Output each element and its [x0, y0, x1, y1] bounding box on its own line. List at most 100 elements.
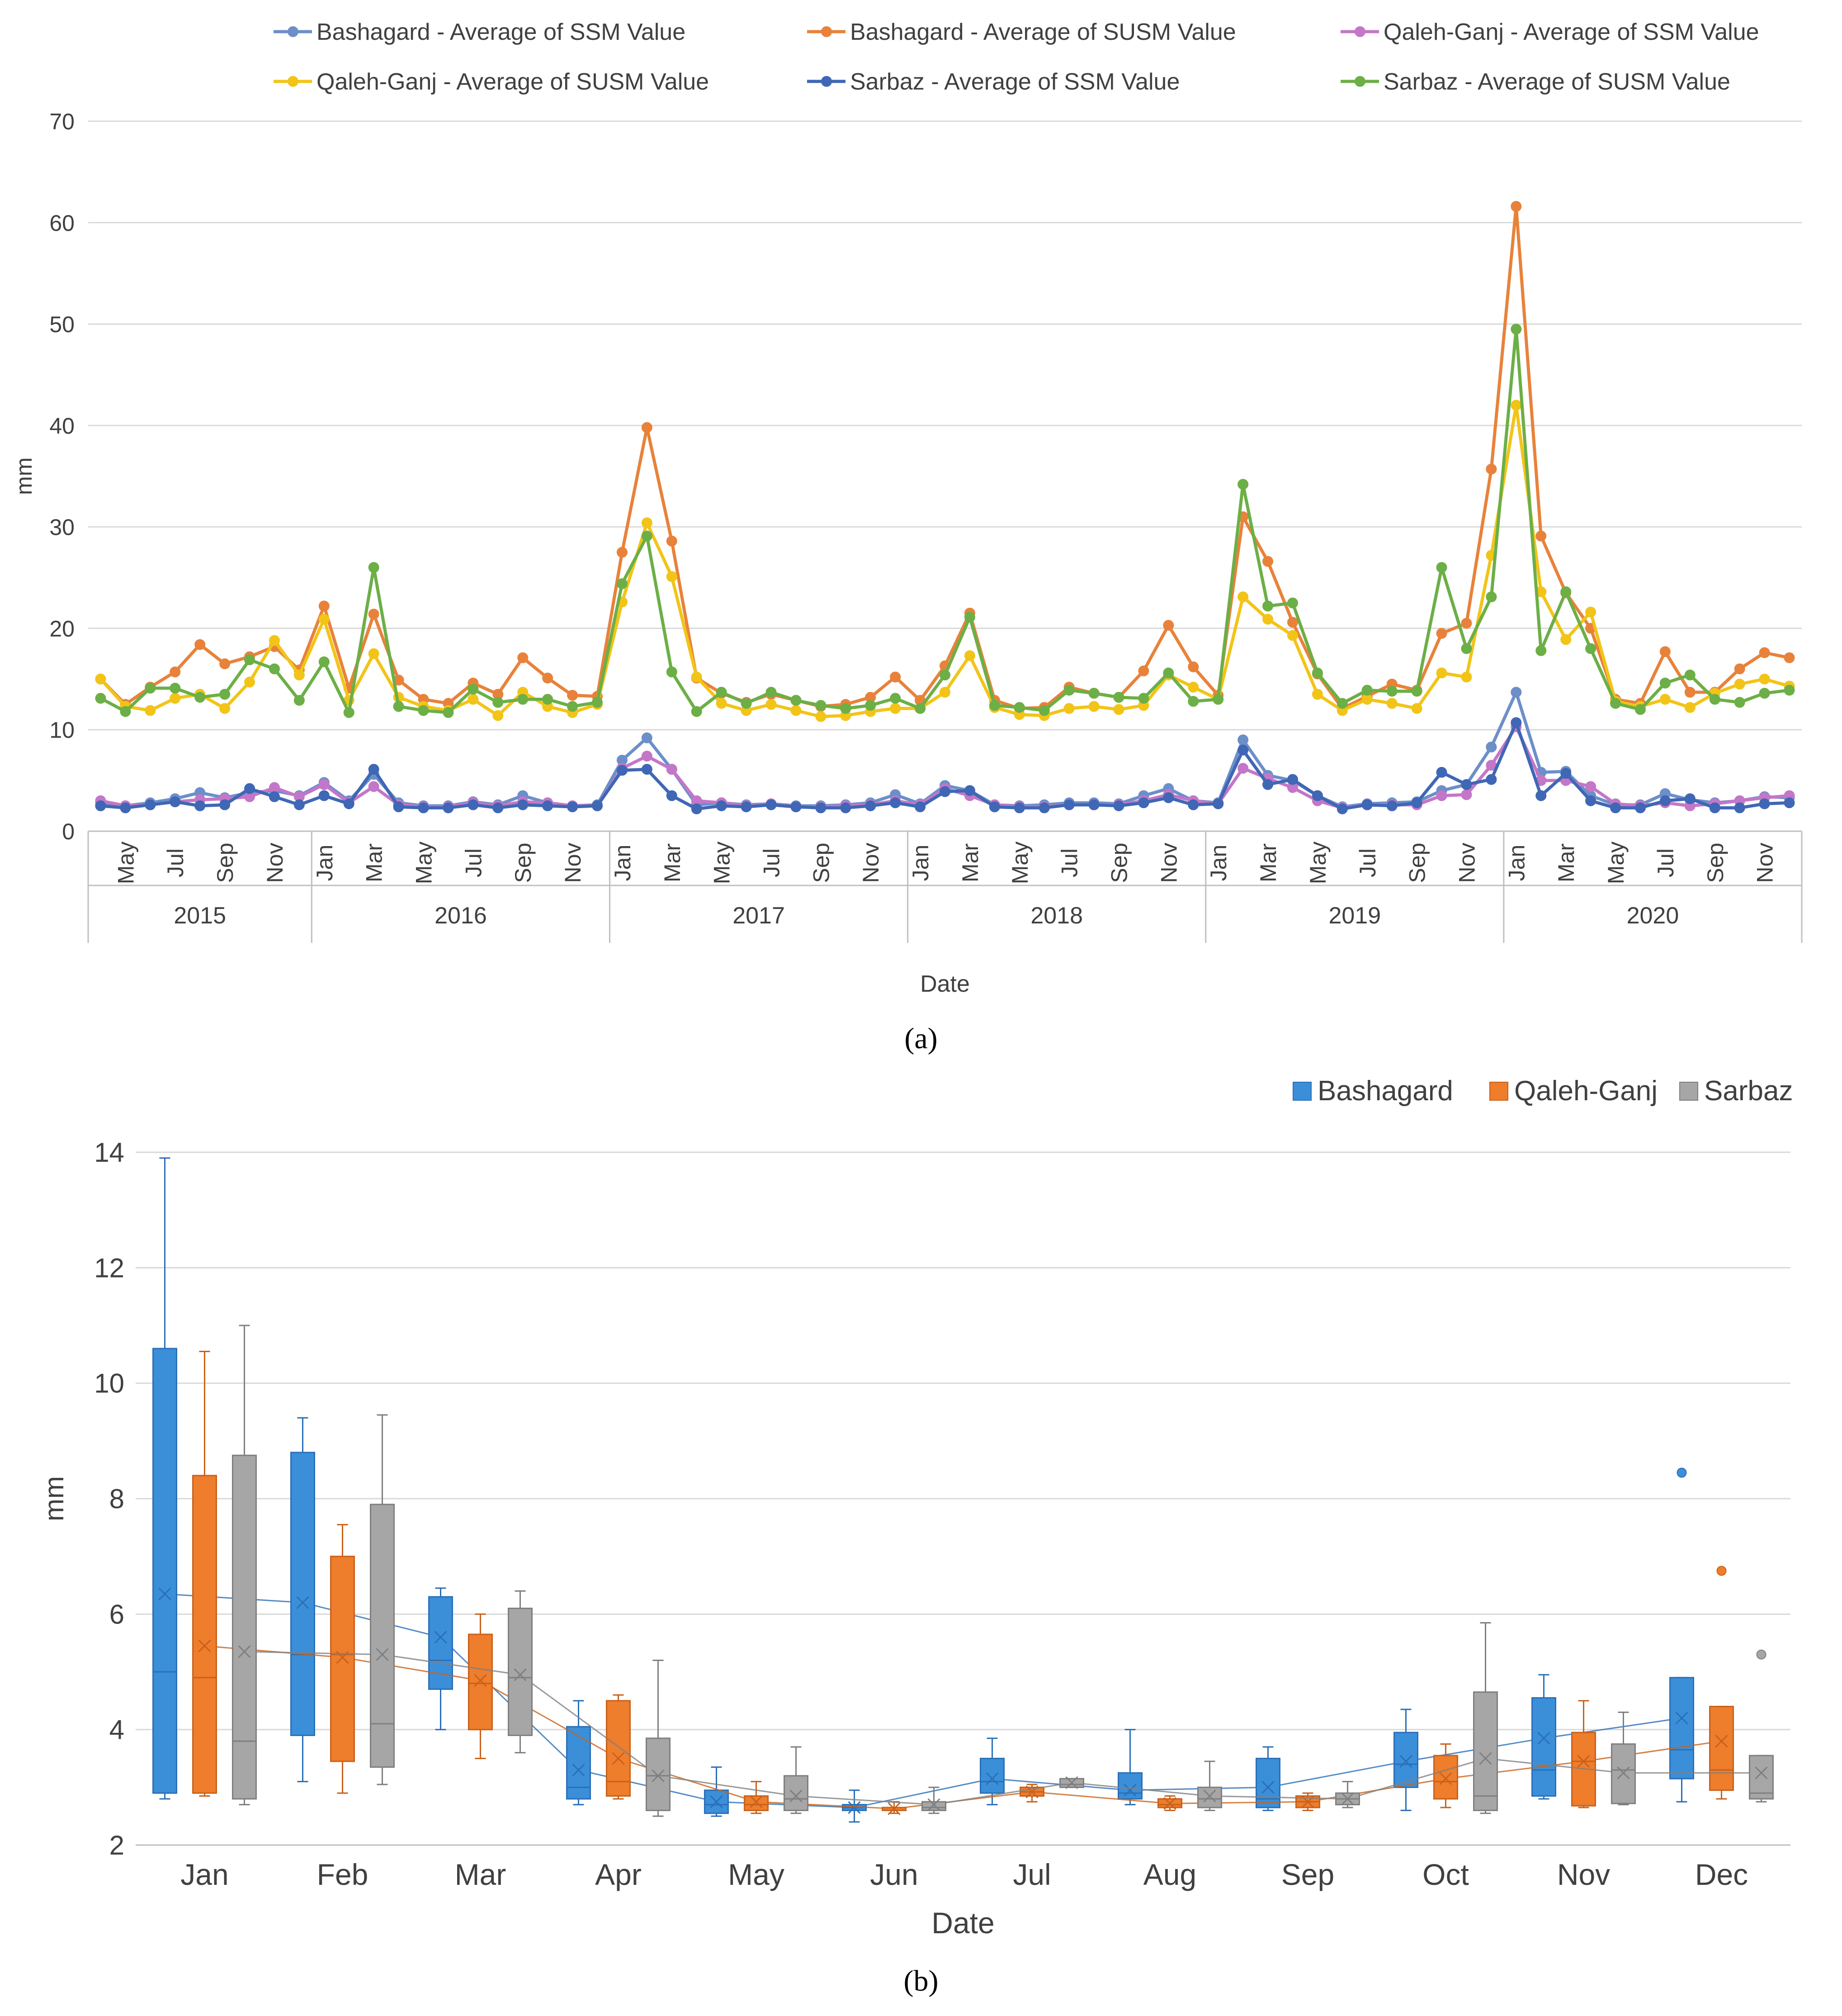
data-point-s3 [641, 751, 652, 762]
data-point-s2 [1535, 530, 1547, 542]
month-tick-label-a: Sep [213, 843, 238, 883]
month-tick-label-a: Jul [163, 848, 188, 877]
data-point-s2 [1734, 663, 1745, 675]
data-point-s5 [1138, 797, 1149, 809]
y-tick-label-b: 8 [109, 1484, 124, 1514]
data-point-s5 [244, 783, 255, 794]
data-point-s5 [1610, 802, 1621, 814]
box-qaleh-ganj [1433, 1755, 1458, 1800]
mean-marker [296, 1596, 309, 1609]
data-point-s5 [293, 799, 305, 810]
month-tick-label-a: May [113, 842, 138, 884]
data-point-s5 [194, 800, 206, 811]
data-point-s2 [1461, 618, 1472, 629]
data-point-s5 [964, 785, 975, 796]
data-point-s5 [1361, 799, 1373, 810]
mean-marker [927, 1798, 940, 1811]
data-point-s5 [865, 800, 876, 811]
data-point-s6 [517, 694, 529, 705]
box-bashagard [980, 1758, 1005, 1794]
data-point-s5 [616, 765, 628, 776]
data-point-s2 [641, 422, 652, 433]
data-point-s5 [318, 790, 330, 801]
mean-marker [376, 1648, 389, 1661]
data-point-s4 [1585, 606, 1596, 618]
data-point-s6 [145, 682, 156, 694]
month-tick-label-a: Mar [660, 843, 685, 882]
month-tick-label-a: Sep [510, 843, 536, 883]
mean-marker [1124, 1784, 1137, 1797]
data-point-s4 [219, 703, 231, 714]
legend-label-a: Sarbaz - Average of SUSM Value [1384, 69, 1730, 95]
legend-marker-a [821, 76, 832, 87]
data-point-s5 [468, 799, 479, 810]
data-point-s5 [1436, 767, 1447, 778]
data-point-s6 [716, 686, 727, 698]
box-qaleh-ganj [468, 1633, 493, 1731]
data-point-s6 [1486, 591, 1497, 602]
month-tick-label-a: May [1007, 842, 1033, 884]
x-axis-title-a: Date [920, 971, 970, 997]
year-label-a: 2019 [1328, 903, 1381, 929]
data-point-s6 [666, 666, 677, 677]
month-tick-label-b: Apr [595, 1858, 642, 1891]
month-tick-label-a: May [709, 842, 735, 884]
month-tick-label-a: Jul [1653, 848, 1678, 877]
month-tick-label-b: Nov [1557, 1858, 1610, 1891]
data-point-s5 [1188, 799, 1199, 810]
box-bashagard [1118, 1772, 1143, 1800]
data-point-s2 [170, 666, 181, 677]
data-point-s5 [790, 801, 802, 813]
data-point-s5 [1560, 768, 1572, 779]
month-tick-label-a: Nov [262, 843, 288, 883]
data-point-s6 [1511, 323, 1522, 335]
data-point-s5 [1411, 797, 1422, 809]
data-point-s2 [318, 601, 330, 612]
y-tick-label-a: 30 [49, 515, 75, 540]
data-point-s2 [194, 639, 206, 650]
data-point-s4 [1361, 694, 1373, 705]
data-point-s4 [1262, 614, 1274, 625]
y-axis-title-b: mm [39, 1476, 69, 1521]
data-point-s5 [1337, 803, 1348, 814]
box-sarbaz [646, 1737, 671, 1811]
data-point-s1 [641, 732, 652, 743]
data-point-s6 [1560, 586, 1572, 597]
data-point-s4 [269, 635, 280, 646]
data-point-s5 [765, 799, 777, 810]
mean-marker [1479, 1752, 1492, 1765]
month-tick-label-b: Sep [1281, 1858, 1334, 1891]
data-point-s5 [1063, 799, 1075, 810]
data-point-s6 [1014, 702, 1025, 713]
y-axis-title-a: mm [11, 457, 37, 495]
data-point-s5 [1634, 802, 1646, 814]
y-tick-label-b: 12 [94, 1253, 124, 1283]
data-point-s4 [1287, 630, 1298, 641]
month-tick-label-a: Jul [1355, 848, 1380, 877]
data-point-s2 [1436, 628, 1447, 639]
data-point-s6 [1759, 687, 1770, 699]
data-point-s5 [641, 764, 652, 775]
legend-label-a: Qaleh-Ganj - Average of SUSM Value [316, 69, 709, 95]
outlier-point [1716, 1566, 1727, 1576]
data-point-s6 [120, 706, 131, 717]
month-tick-label-a: Jan [908, 845, 933, 881]
month-tick-label-a: Sep [808, 843, 834, 883]
month-tick-label-a: Jan [1504, 845, 1529, 881]
data-point-s4 [492, 710, 504, 721]
data-point-s6 [641, 530, 652, 542]
data-point-s6 [368, 562, 379, 573]
data-point-s4 [1734, 678, 1745, 690]
mean-marker [198, 1639, 211, 1652]
year-label-a: 2015 [174, 903, 226, 929]
data-point-s4 [368, 648, 379, 659]
data-point-s6 [1585, 643, 1596, 654]
legend-swatch-b [1489, 1082, 1508, 1101]
month-tick-label-b: Mar [455, 1858, 506, 1891]
data-point-s6 [1436, 562, 1447, 573]
data-point-s5 [1535, 790, 1547, 801]
data-point-s5 [269, 791, 280, 802]
month-tick-label-a: Jul [759, 848, 784, 877]
month-tick-label-a: Mar [362, 843, 387, 882]
data-point-s6 [418, 705, 429, 716]
